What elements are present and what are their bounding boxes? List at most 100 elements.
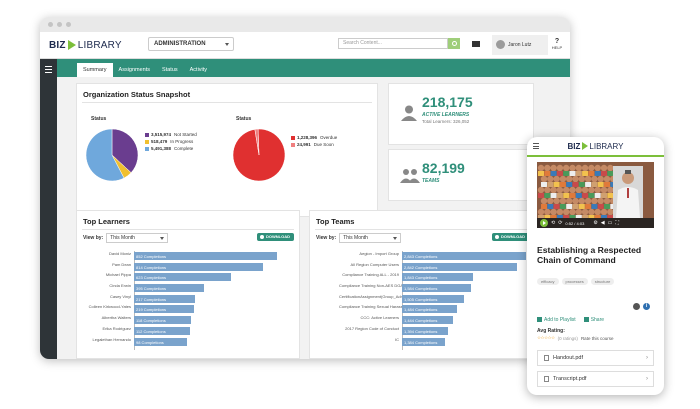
pie-slice-not-started[interactable] [111, 128, 139, 174]
bar-row: CCC: Active Learners 1,444 Completions [361, 315, 526, 326]
bar[interactable]: 814 Completions [134, 262, 263, 271]
file-item[interactable]: Handout.pdf › [537, 350, 654, 366]
total-learners-text: Total Learners: 326,052 [422, 119, 470, 124]
bar-row: Colleen Kirkwood-Yates 219 Completions [89, 304, 277, 315]
administration-select[interactable]: ADMINISTRATION [148, 37, 234, 51]
help-button[interactable]: ? HELP [551, 38, 563, 50]
bar[interactable]: 1,484 Completions [402, 305, 457, 314]
bar[interactable]: 1,843 Completions [402, 273, 473, 282]
download-label: DOWNLOAD [266, 234, 290, 239]
globe-icon[interactable] [633, 303, 640, 310]
team-icon [400, 169, 420, 183]
bar[interactable]: 1,505 Completions [402, 294, 464, 303]
download-button[interactable]: DOWNLOAD [257, 233, 294, 241]
bar[interactable]: 1,584 Completions [402, 284, 472, 293]
legend-item: 24,991 Due Soon [291, 141, 337, 148]
bar[interactable]: 1,394 Completions [402, 326, 448, 335]
file-item[interactable]: Transcript.pdf › [537, 371, 654, 387]
rating-row: ☆☆☆☆☆ (0 ratings) Rate this course [537, 335, 613, 341]
bar[interactable]: 395 Completions [134, 284, 205, 293]
window-dot [66, 22, 71, 27]
due-pie-chart [232, 128, 286, 182]
org-status-card: Organization Status Snapshot Status 3,51… [76, 83, 378, 217]
tag[interactable]: efficacy [537, 278, 559, 285]
search-button[interactable] [448, 38, 460, 49]
add-to-playlist-button[interactable]: Add to Playlist [537, 317, 576, 323]
bar-category-label: Michael Pippa [105, 272, 131, 278]
window-dot [57, 22, 62, 27]
tab-activity[interactable]: Activity [183, 63, 214, 77]
captions-icon[interactable]: ▭ [607, 220, 613, 226]
bar[interactable]: 112 Completions [134, 326, 190, 335]
fullscreen-icon[interactable]: ⛶ [615, 220, 619, 226]
bar[interactable]: 98 Completions [134, 337, 187, 346]
view-by-select[interactable]: This Month [106, 233, 169, 243]
pie-slice-complete[interactable] [85, 128, 125, 182]
play-icon[interactable] [540, 219, 548, 227]
file-name: Handout.pdf [553, 355, 583, 361]
bar[interactable]: 1,444 Completions [402, 316, 453, 325]
tag[interactable]: structure [590, 278, 615, 285]
bar-row: Aegion - Import Group 2,843 Completions [359, 251, 526, 262]
add-to-playlist-label: Add to Playlist [544, 317, 576, 323]
volume-icon[interactable]: ◀ [600, 220, 605, 226]
bar-value-label: 623 Completions [136, 275, 167, 281]
settings-icon[interactable]: ⚙ [593, 220, 598, 226]
search-input[interactable]: Search Content... [338, 38, 448, 49]
legend-value: 24,991 [297, 142, 311, 147]
tab-assignments[interactable]: Assignments [112, 63, 157, 77]
bar[interactable]: 219 Completions [134, 305, 195, 314]
bar-value-label: 1,394 Completions [404, 328, 438, 334]
legend-label: Overdue [320, 135, 338, 140]
logo-biz-text: BIZ [49, 39, 66, 51]
skip-forward-icon[interactable]: ⟳ [558, 220, 563, 226]
legend-label: Due Soon [313, 142, 334, 147]
bar[interactable]: 623 Completions [134, 273, 232, 282]
bar-value-label: 1,584 Completions [404, 286, 438, 292]
menu-icon[interactable] [40, 59, 57, 80]
bar[interactable]: 217 Completions [134, 294, 196, 303]
bar-row: Legalethan Hernando 98 Completions [93, 337, 277, 348]
bar-category-label: Colleen Kirkwood-Yates [88, 304, 131, 310]
left-sidebar [40, 77, 57, 359]
view-by: View by: This Month [316, 233, 402, 243]
bar[interactable]: 852 Completions [134, 252, 277, 260]
legend-item: 518,479 In Progress [145, 138, 197, 145]
rate-course-link[interactable]: Rate this course [580, 335, 614, 341]
help-icon: ? [554, 38, 560, 45]
user-icon [401, 105, 417, 121]
share-button[interactable]: Share [583, 317, 605, 323]
mobile-header: BIZ LIBRARY [527, 137, 664, 157]
window-dot [48, 22, 53, 27]
skip-back-icon[interactable]: ⟲ [551, 220, 556, 226]
logo-biz-text: BIZ [567, 141, 581, 151]
bar-value-label: 1,384 Completions [404, 339, 438, 345]
menu-icon[interactable] [533, 143, 539, 149]
tag[interactable]: processes [561, 278, 588, 285]
tabs: Summary Assignments Status Activity [77, 63, 214, 77]
mail-icon[interactable] [472, 41, 480, 47]
search-placeholder: Search Content... [343, 40, 382, 46]
bar-row: Albertha Walters 118 Completions [102, 315, 277, 326]
view-by-value: This Month [343, 235, 368, 241]
info-icon[interactable]: i [643, 303, 650, 310]
view-by-value: This Month [110, 235, 135, 241]
share-label: Share [590, 317, 605, 323]
download-button[interactable]: DOWNLOAD [492, 233, 529, 241]
tab-status[interactable]: Status [156, 63, 184, 77]
accent-bar [40, 59, 570, 63]
bar[interactable]: 2,843 Completions [402, 252, 526, 260]
pie-slice-due-soon[interactable] [254, 128, 260, 156]
view-by-select[interactable]: This Month [339, 233, 402, 243]
bar-value-label: 2,842 Completions [404, 264, 438, 270]
bar[interactable]: 1,384 Completions [402, 337, 446, 346]
user-menu[interactable]: Jaron Lutz [492, 35, 548, 55]
bar[interactable]: 118 Completions [134, 316, 192, 325]
course-meta-icons: i [633, 303, 650, 310]
tab-summary[interactable]: Summary [77, 63, 113, 77]
bizlibrary-logo[interactable]: BIZ LIBRARY [568, 142, 624, 151]
video-player[interactable]: ⟲ ⟳ 0:52 / 4:03 ⚙ ◀ ▭ ⛶ [537, 162, 654, 228]
bizlibrary-logo[interactable]: BIZ LIBRARY [49, 40, 122, 51]
bar[interactable]: 2,842 Completions [402, 262, 518, 271]
view-by-label: View by: [316, 235, 337, 241]
